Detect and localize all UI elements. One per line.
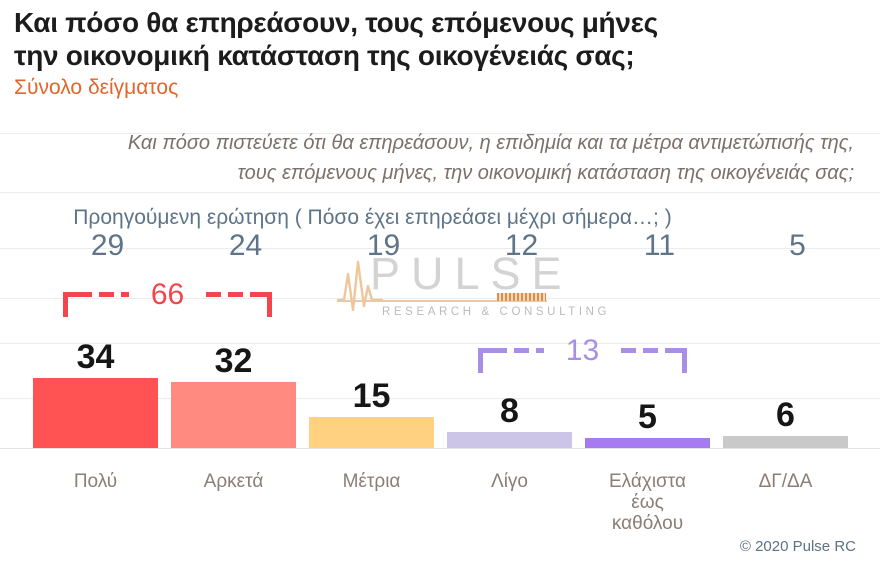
bracket-corner <box>478 348 495 373</box>
bracket-corner <box>63 292 80 317</box>
bar <box>309 417 434 448</box>
previous-value: 11 <box>643 229 676 262</box>
previous-value: 24 <box>228 229 263 262</box>
previous-value: 5 <box>789 229 806 262</box>
bracket-dash <box>206 292 258 297</box>
previous-value: 19 <box>366 229 401 262</box>
bar-value: 15 <box>352 377 391 415</box>
bar-value: 32 <box>214 342 253 380</box>
bar <box>585 438 710 448</box>
category-label: Ελάχιστα έως καθόλου <box>608 471 686 534</box>
category-label: Λίγο <box>491 471 528 492</box>
gridline <box>0 248 880 249</box>
category-label: Πολύ <box>73 471 118 492</box>
heartbeat-icon <box>337 260 383 312</box>
group-bracket-66: 66 <box>63 278 272 317</box>
gridline <box>0 298 880 299</box>
copyright: © 2020 Pulse RC <box>739 538 856 555</box>
bracket-dash <box>621 348 673 353</box>
bar-value: 8 <box>500 392 519 430</box>
previous-question-label: Προηγούμενη ερώτηση ( Πόσο έχει επηρεάσε… <box>73 206 672 229</box>
logo-tagline: RESEARCH & CONSULTING <box>382 306 611 318</box>
bar-value: 5 <box>638 398 657 436</box>
group-value: 13 <box>565 334 600 367</box>
bar-value: 6 <box>776 396 795 434</box>
previous-value: 29 <box>90 229 125 262</box>
group-value: 66 <box>150 278 185 311</box>
bar-value: 34 <box>76 338 115 376</box>
category-label: ΔΓ/ΔΑ <box>758 471 813 492</box>
bar-column: 8 <box>447 310 572 448</box>
bracket-dash <box>77 292 129 297</box>
bar-column: 15 <box>309 310 434 448</box>
bar <box>171 382 296 448</box>
question-note: Και πόσο πιστεύετε ότι θα επηρεάσουν, η … <box>127 132 854 184</box>
gridline <box>0 192 880 193</box>
gridline <box>0 133 880 134</box>
bar-column: 6 <box>723 310 848 448</box>
page-title: Και πόσο θα επηρεάσουν, τους επόμενους μ… <box>14 7 658 71</box>
logo-accent <box>497 293 546 301</box>
sample-label: Σύνολο δείγματος <box>14 76 179 99</box>
logo-underline <box>337 300 547 302</box>
category-label: Αρκετά <box>203 471 264 492</box>
category-label: Μέτρια <box>342 471 401 492</box>
bar <box>723 436 848 448</box>
bracket-corner <box>255 292 272 317</box>
bar-column: 5 <box>585 310 710 448</box>
bar <box>447 432 572 448</box>
logo-wordmark: PULSE <box>370 248 573 299</box>
gridline <box>0 398 880 399</box>
gridline <box>0 343 880 344</box>
bracket-corner <box>670 348 687 373</box>
bracket-dash <box>492 348 544 353</box>
group-bracket-13: 13 <box>478 334 687 373</box>
bar-column: 34 <box>33 310 158 448</box>
bar-column: 32 <box>171 310 296 448</box>
baseline <box>0 448 880 449</box>
previous-value: 12 <box>504 229 539 262</box>
bar <box>33 378 158 448</box>
